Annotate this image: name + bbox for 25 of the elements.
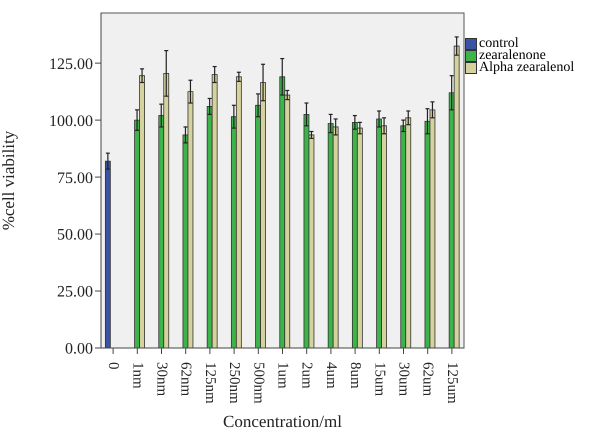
x-tick-label: 125um (444, 362, 460, 404)
y-tick-label: 125.00 (49, 56, 93, 73)
y-tick-label: 75.00 (57, 170, 93, 187)
x-tick-label: 2um (298, 362, 315, 389)
x-tick-label: 0 (105, 362, 122, 370)
y-axis-title: %cell viability (0, 130, 18, 230)
bar (104, 160, 111, 348)
x-tick-label: 250nm (226, 362, 242, 404)
y-tick-label: 25.00 (57, 284, 93, 301)
x-tick-label: 8um (347, 362, 364, 389)
x-tick-label: 500nm (250, 362, 266, 404)
x-axis-title: Concentration/ml (223, 412, 342, 431)
legend-label: Alpha zearalenol (479, 60, 574, 75)
x-tick-label: 30nm (154, 362, 170, 396)
y-tick-label: 0.00 (65, 340, 93, 358)
x-tick-label: 62um (420, 362, 436, 396)
x-tick-label: 62nm (178, 362, 194, 396)
y-tick-label: 50.00 (57, 226, 93, 244)
x-tick-label: 15um (371, 362, 388, 396)
y-tick-label: 100.00 (49, 112, 93, 130)
x-tick-label: 1um (274, 362, 290, 389)
x-tick-label: 1nm (129, 362, 146, 389)
x-tick-label: 30um (396, 362, 412, 396)
x-tick-label: 4um (322, 362, 339, 389)
x-tick-label: 125nm (202, 362, 218, 404)
